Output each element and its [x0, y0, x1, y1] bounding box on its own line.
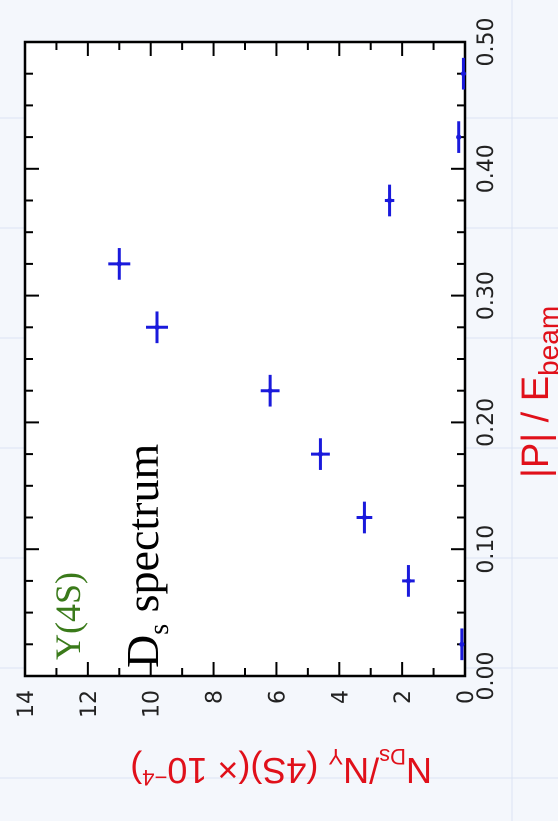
data-point-marker	[405, 578, 412, 584]
y-tick-labels: 0 2 4 6 8 10 12 14	[14, 690, 479, 718]
data-point	[146, 311, 168, 344]
y-axis-title-sub1: Ds	[379, 744, 406, 769]
data-point-marker	[317, 451, 324, 457]
data-point	[260, 374, 280, 407]
data-point	[456, 121, 462, 153]
data-point-marker	[459, 641, 465, 647]
x-tick-label: 0.30	[474, 271, 499, 320]
x-tick-label: 0.10	[474, 525, 499, 574]
data-point-marker	[116, 261, 122, 267]
data-point	[108, 248, 131, 280]
data-points	[108, 57, 467, 661]
data-point	[460, 57, 467, 90]
data-point	[459, 628, 465, 661]
y-axis-title-exp: −4	[142, 765, 167, 790]
x-axis-title-main: |P| / E	[515, 376, 557, 478]
y-tick-label: 14	[14, 690, 39, 718]
y-tick-label: 4	[328, 690, 353, 704]
x-tick-label: 0.50	[474, 18, 499, 67]
y-axis-title: NDs/NΥ (4S)(× 10−4)	[130, 744, 432, 791]
y-axis-title-close: )	[130, 750, 142, 791]
spectrum-main: D	[117, 635, 168, 668]
plot-frame	[23, 40, 467, 678]
x-tick-label: 0.20	[474, 398, 499, 447]
y-tick-label: 2	[391, 690, 416, 704]
x-tick-labels: 0.00 0.10 0.20 0.30 0.40 0.50	[474, 18, 499, 701]
spectrum-rest: spectrum	[117, 444, 168, 624]
y-axis-title-mid: /N	[343, 750, 379, 791]
data-point-marker	[361, 514, 368, 521]
x-axis-title-sub: beam	[533, 306, 558, 376]
y-tick-label: 10	[140, 690, 165, 718]
data-point	[384, 184, 395, 217]
y-tick-label: 12	[77, 690, 102, 718]
y-tick-label: 6	[265, 690, 290, 704]
y-tick-label: 8	[203, 690, 228, 704]
data-point	[402, 565, 415, 597]
data-point-marker	[460, 71, 467, 77]
data-point	[311, 438, 330, 470]
x-tick-label: 0.00	[474, 652, 499, 701]
y-tick-label: 0	[454, 690, 479, 704]
y-axis-title-main: N	[406, 750, 432, 791]
y-axis-title-sub2: Υ	[328, 744, 343, 769]
data-point-marker	[386, 197, 393, 204]
data-point-marker	[456, 134, 462, 140]
data-point-marker	[154, 324, 160, 330]
data-point-marker	[267, 388, 273, 394]
y-axis-title-rest: (4S)(× 10	[167, 750, 328, 791]
x-axis-title: |P| / Ebeam	[515, 306, 558, 478]
spectrum-sub: s	[144, 624, 175, 635]
x-tick-label: 0.40	[474, 144, 499, 193]
axis-ticks	[24, 41, 466, 677]
upsilon-annotation: Υ(4S)	[48, 572, 88, 660]
spectrum-annotation: Ds spectrum	[117, 444, 175, 668]
data-point	[356, 501, 373, 534]
